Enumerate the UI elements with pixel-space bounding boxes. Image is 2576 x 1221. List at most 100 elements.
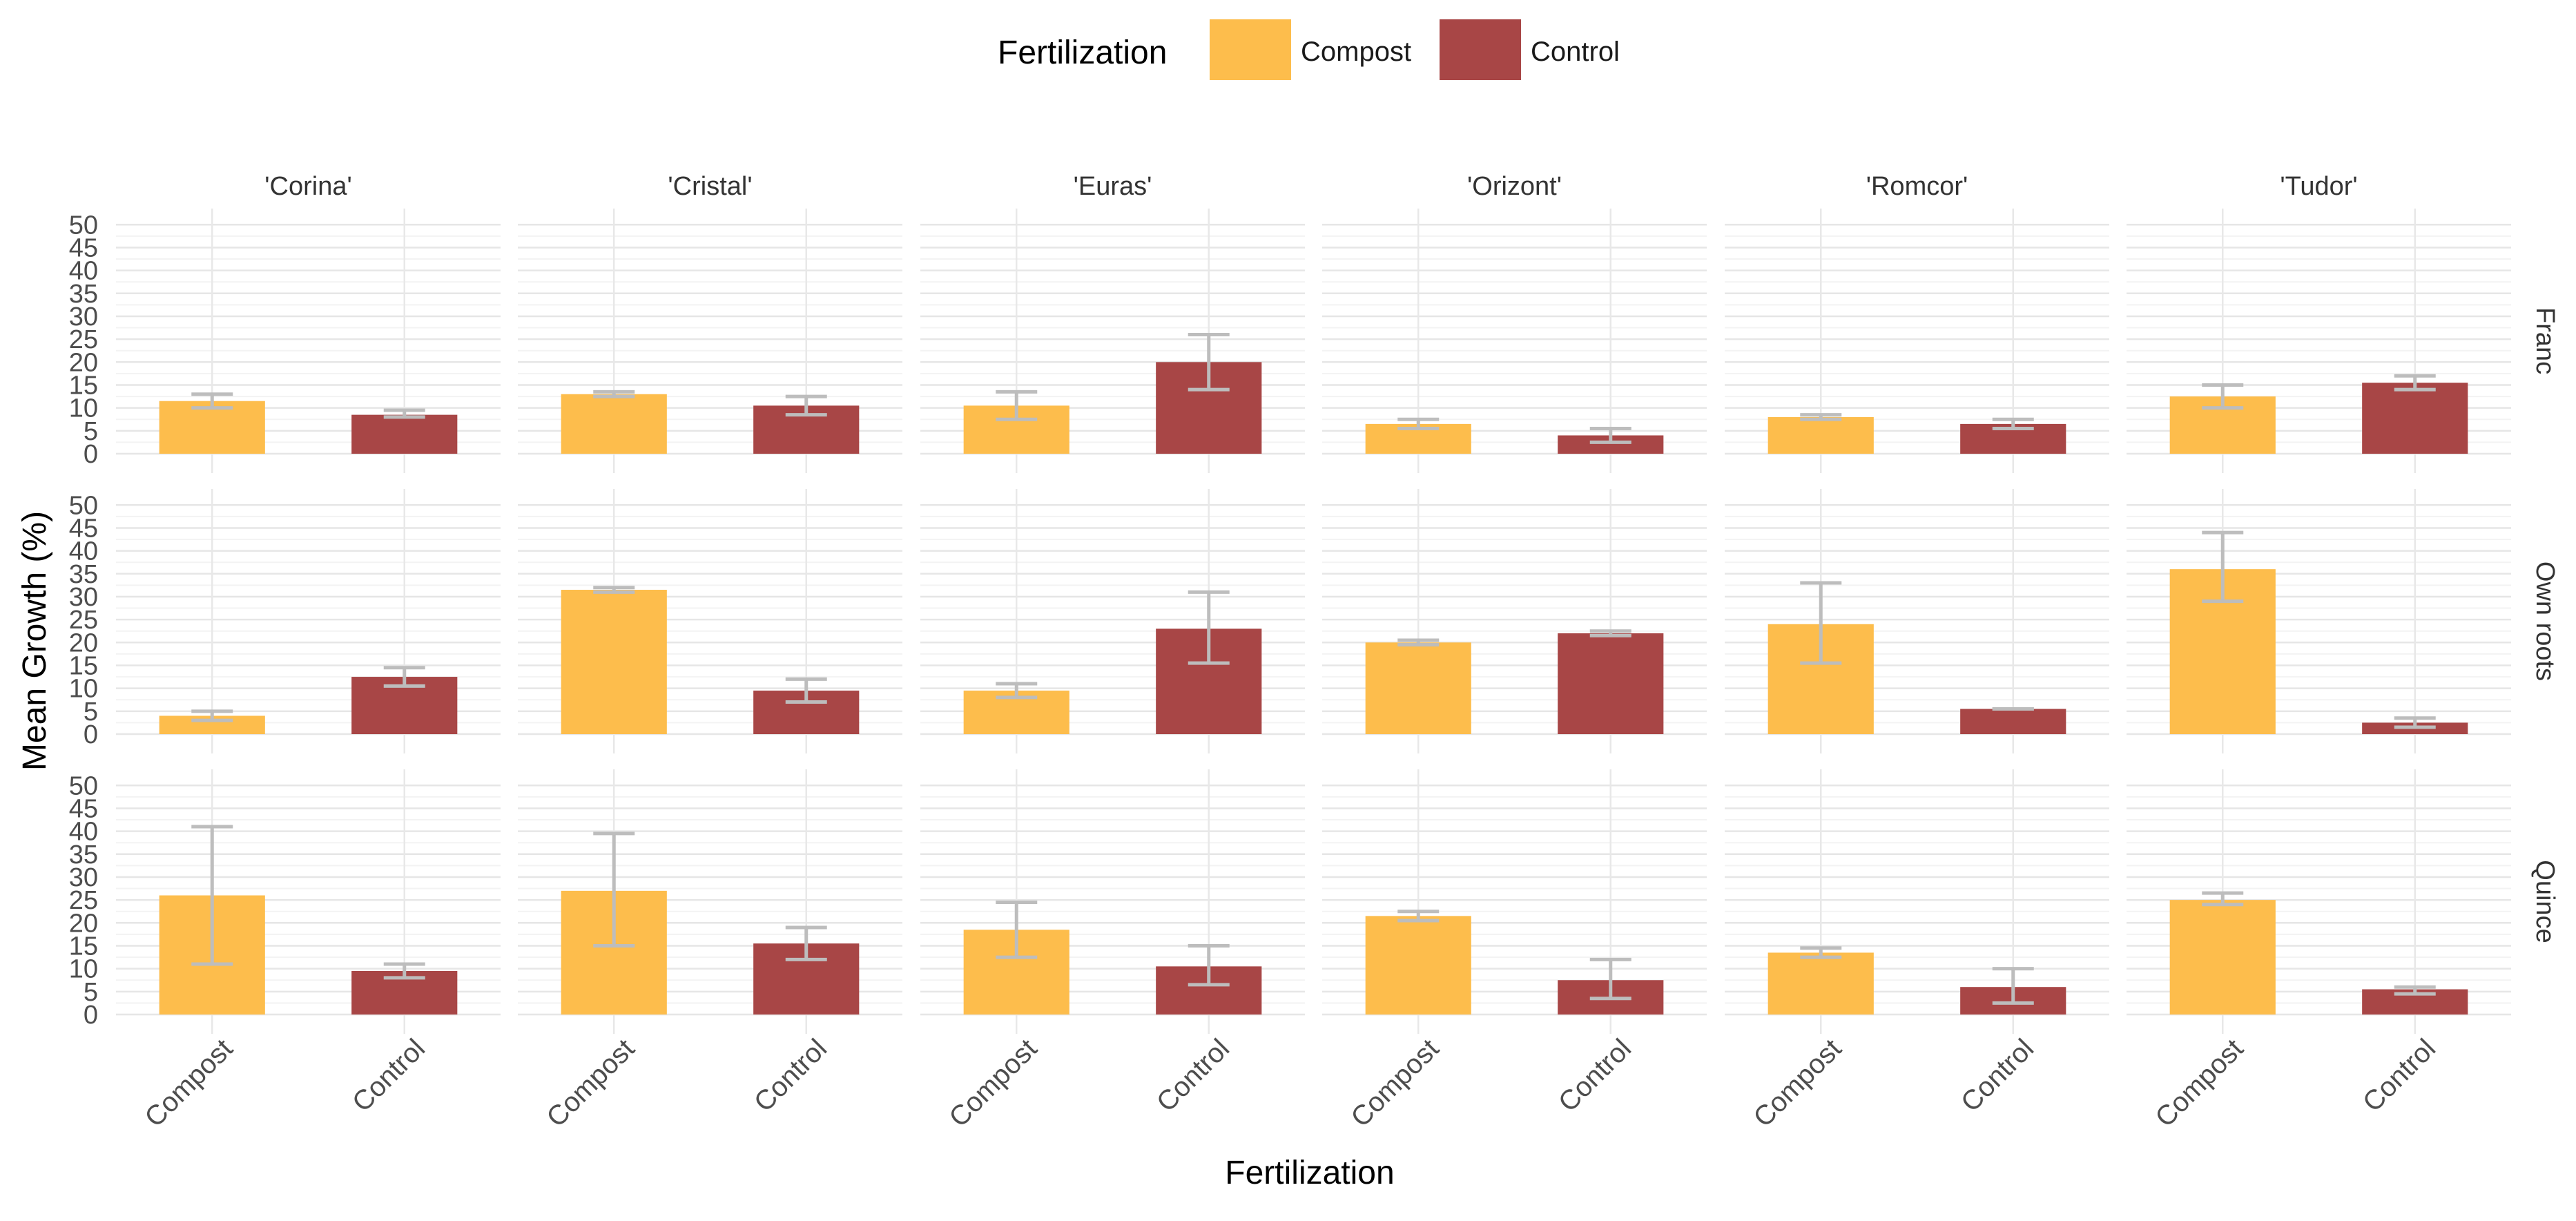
error-bar-compost bbox=[996, 390, 1038, 421]
panel-franc-cristal bbox=[518, 209, 902, 473]
x-tick-label: Compost bbox=[2149, 1033, 2249, 1133]
x-tick-label: Control bbox=[347, 1033, 431, 1117]
y-tick-label: 15 bbox=[69, 371, 98, 400]
bar-control bbox=[1960, 709, 2066, 734]
y-tick-label: 30 bbox=[69, 302, 98, 331]
bar-compost bbox=[561, 590, 667, 734]
row-strip-quince: Quince bbox=[2530, 860, 2559, 943]
panel-own-roots-cristal bbox=[518, 489, 902, 753]
column-strip-orizont: 'Orizont' bbox=[1467, 172, 1562, 201]
error-bar-compost bbox=[593, 586, 635, 594]
y-tick-label: 20 bbox=[69, 628, 98, 657]
y-tick-label: 20 bbox=[69, 909, 98, 938]
bar-control bbox=[2362, 383, 2468, 454]
panel-franc-orizont bbox=[1322, 209, 1707, 473]
column-strip-euras: 'Euras' bbox=[1074, 172, 1152, 201]
y-tick-label: 45 bbox=[69, 233, 98, 262]
legend-label-control: Control bbox=[1531, 37, 1620, 67]
x-tick-label: Compost bbox=[541, 1033, 640, 1133]
error-bar-compost bbox=[1800, 413, 1842, 421]
bar-compost bbox=[1365, 916, 1471, 1015]
y-tick-label: 25 bbox=[69, 606, 98, 635]
y-tick-label: 40 bbox=[69, 537, 98, 566]
y-tick-label: 30 bbox=[69, 583, 98, 612]
panel-franc-romcor bbox=[1725, 209, 2109, 473]
error-bar-control bbox=[1188, 590, 1230, 665]
panel-franc-corina bbox=[116, 209, 501, 473]
bar-compost bbox=[1768, 952, 1874, 1015]
y-tick-label: 5 bbox=[84, 698, 98, 727]
error-bar-control bbox=[785, 677, 827, 704]
error-bar-compost bbox=[2202, 530, 2244, 604]
error-bar-control bbox=[2394, 716, 2436, 729]
error-bar-compost bbox=[1800, 946, 1842, 959]
column-strip-tudor: 'Tudor' bbox=[2280, 172, 2357, 201]
x-tick-label: Control bbox=[1955, 1033, 2040, 1117]
y-tick-label: 50 bbox=[69, 771, 98, 800]
x-tick-label: Control bbox=[1553, 1033, 1637, 1117]
y-tick-label: 15 bbox=[69, 932, 98, 961]
y-tick-label: 15 bbox=[69, 651, 98, 680]
panel-quince-romcor bbox=[1725, 769, 2109, 1034]
panel-quince-cristal bbox=[518, 769, 902, 1034]
x-tick-label: Compost bbox=[1345, 1033, 1444, 1133]
panel-quince-euras bbox=[920, 769, 1305, 1034]
panel-own-roots-tudor bbox=[2127, 489, 2511, 753]
error-bar-control bbox=[1992, 417, 2034, 431]
error-bar-compost bbox=[2202, 383, 2244, 410]
panel-quince-orizont bbox=[1322, 769, 1707, 1034]
error-bar-control bbox=[2394, 374, 2436, 392]
error-bar-control bbox=[1992, 967, 2034, 1005]
y-tick-label: 10 bbox=[69, 394, 98, 423]
y-tick-label: 40 bbox=[69, 818, 98, 847]
y-tick-label: 50 bbox=[69, 491, 98, 520]
y-tick-label: 25 bbox=[69, 886, 98, 915]
panel-quince-tudor bbox=[2127, 769, 2511, 1034]
y-tick-label: 45 bbox=[69, 514, 98, 543]
x-tick-label: Control bbox=[748, 1033, 833, 1117]
column-strip-romcor: 'Romcor' bbox=[1866, 172, 1968, 201]
error-bar-control bbox=[1589, 629, 1631, 637]
error-bar-control bbox=[1188, 333, 1230, 392]
bar-control bbox=[1558, 633, 1664, 734]
y-tick-label: 0 bbox=[84, 1001, 98, 1030]
y-tick-label: 50 bbox=[69, 211, 98, 240]
column-strip-cristal: 'Cristal' bbox=[668, 172, 752, 201]
bar-control bbox=[351, 414, 458, 454]
error-bar-control bbox=[383, 962, 425, 980]
y-tick-label: 40 bbox=[69, 257, 98, 286]
panel-own-roots-corina bbox=[116, 489, 501, 753]
row-strip-own-roots: Own roots bbox=[2530, 561, 2559, 681]
bar-compost bbox=[2169, 900, 2276, 1015]
y-tick-label: 25 bbox=[69, 325, 98, 354]
y-tick-label: 10 bbox=[69, 675, 98, 704]
bar-compost bbox=[159, 401, 265, 454]
y-tick-label: 0 bbox=[84, 440, 98, 469]
y-tick-label: 30 bbox=[69, 863, 98, 892]
column-strip-corina: 'Corina' bbox=[264, 172, 351, 201]
error-bar-control bbox=[785, 394, 827, 417]
error-bar-control bbox=[2394, 985, 2436, 996]
error-bar-compost bbox=[1397, 910, 1440, 923]
legend: Fertilization Compost Control bbox=[998, 19, 1620, 80]
x-tick-label: Control bbox=[1151, 1033, 1235, 1117]
row-strip-franc: Franc bbox=[2530, 307, 2559, 374]
legend-swatch-control bbox=[1440, 19, 1521, 80]
y-tick-label: 5 bbox=[84, 978, 98, 1007]
bar-compost bbox=[1365, 642, 1471, 734]
panel-own-roots-orizont bbox=[1322, 489, 1707, 753]
error-bar-compost bbox=[2202, 891, 2244, 907]
error-bar-compost bbox=[191, 825, 233, 966]
error-bar-compost bbox=[1397, 638, 1440, 647]
error-bar-compost bbox=[191, 392, 233, 410]
legend-swatch-compost bbox=[1210, 19, 1291, 80]
bar-compost bbox=[1768, 416, 1874, 454]
bar-compost bbox=[561, 394, 667, 454]
error-bar-compost bbox=[593, 831, 635, 948]
error-bar-compost bbox=[191, 709, 233, 722]
x-tick-label: Compost bbox=[943, 1033, 1043, 1133]
error-bar-compost bbox=[1397, 417, 1440, 431]
